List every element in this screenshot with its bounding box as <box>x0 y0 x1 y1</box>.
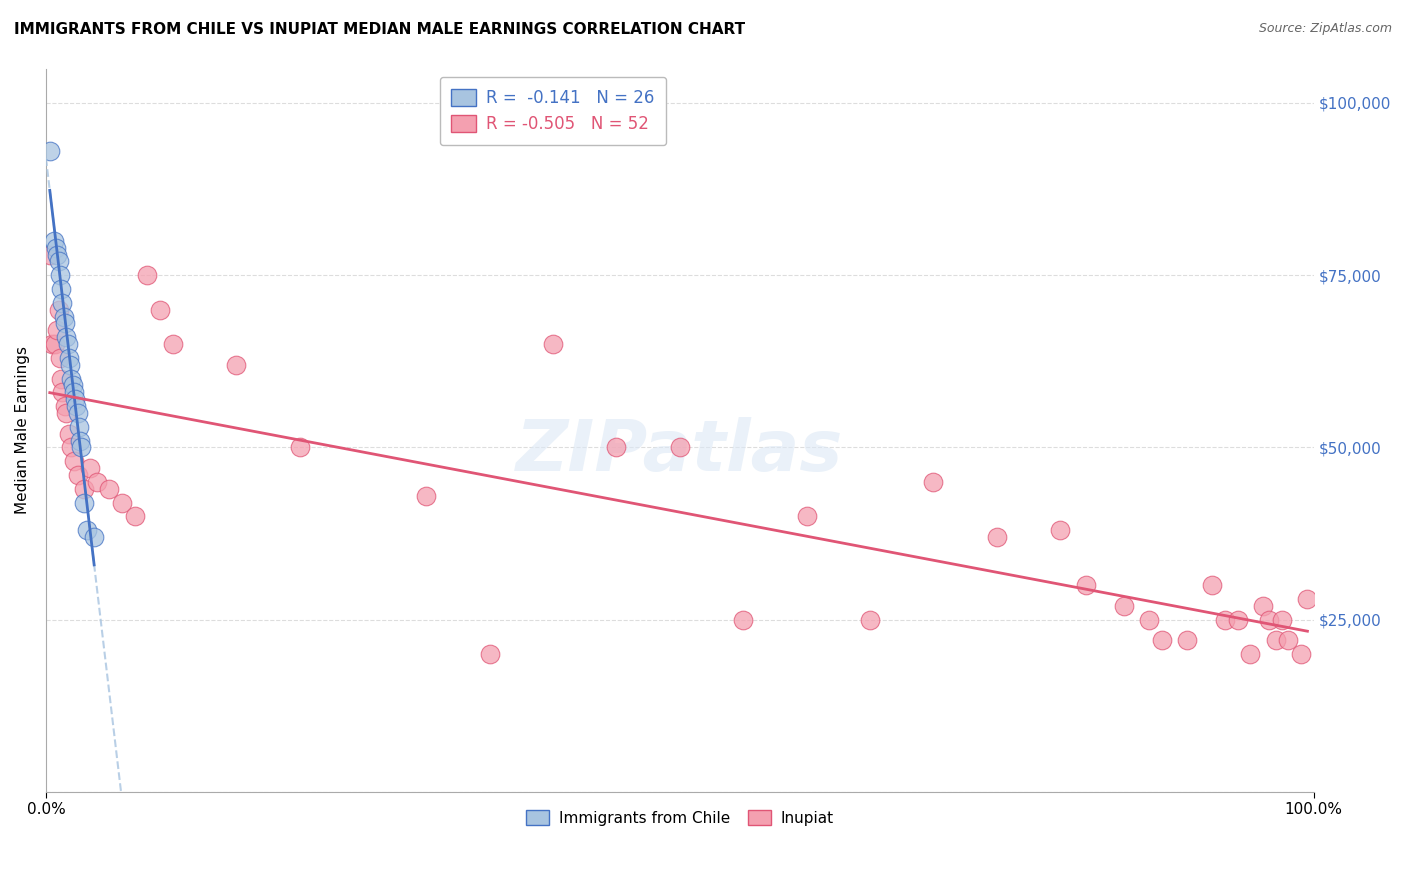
Point <box>1277 633 1299 648</box>
Point <box>55 330 77 344</box>
Point <box>51 371 73 385</box>
Point <box>76 523 98 537</box>
Point <box>66 406 89 420</box>
Point <box>60 441 83 455</box>
Point <box>44 337 66 351</box>
Point <box>38 145 60 159</box>
Point <box>42 234 65 248</box>
Point <box>136 268 159 283</box>
Point <box>48 254 70 268</box>
Point <box>48 302 70 317</box>
Point <box>111 495 134 509</box>
Point <box>63 392 86 407</box>
Point <box>1213 613 1236 627</box>
Point <box>541 337 564 351</box>
Point <box>149 302 172 317</box>
Point <box>415 489 437 503</box>
Point <box>86 475 108 489</box>
Point <box>124 509 146 524</box>
Point <box>51 295 73 310</box>
Point <box>1074 578 1097 592</box>
Point <box>1201 578 1223 592</box>
Point <box>63 385 86 400</box>
Point <box>98 482 121 496</box>
Point <box>1049 523 1071 537</box>
Point <box>1258 613 1281 627</box>
Point <box>51 282 73 296</box>
Point <box>733 613 755 627</box>
Point <box>225 358 247 372</box>
Point <box>51 385 73 400</box>
Point <box>53 399 76 413</box>
Point <box>1296 592 1319 607</box>
Point <box>46 323 69 337</box>
Point <box>1150 633 1173 648</box>
Point <box>41 337 63 351</box>
Point <box>69 434 91 448</box>
Point <box>49 268 72 283</box>
Point <box>162 337 184 351</box>
Text: Source: ZipAtlas.com: Source: ZipAtlas.com <box>1258 22 1392 36</box>
Point <box>922 475 945 489</box>
Point <box>1175 633 1198 648</box>
Point <box>58 426 80 441</box>
Point <box>70 441 93 455</box>
Point <box>55 406 77 420</box>
Point <box>46 247 69 261</box>
Point <box>796 509 818 524</box>
Text: ZIPatlas: ZIPatlas <box>516 417 844 486</box>
Point <box>56 337 79 351</box>
Point <box>1289 647 1312 661</box>
Point <box>49 351 72 365</box>
Point <box>669 441 692 455</box>
Point <box>58 351 80 365</box>
Point <box>1239 647 1261 661</box>
Point <box>63 454 86 468</box>
Point <box>60 371 83 385</box>
Point <box>45 241 67 255</box>
Point <box>65 399 87 413</box>
Point <box>73 495 96 509</box>
Point <box>83 530 105 544</box>
Point <box>1251 599 1274 613</box>
Point <box>73 482 96 496</box>
Point <box>1226 613 1249 627</box>
Point <box>66 468 89 483</box>
Point <box>859 613 882 627</box>
Y-axis label: Median Male Earnings: Median Male Earnings <box>15 346 30 515</box>
Point <box>1264 633 1286 648</box>
Point <box>986 530 1008 544</box>
Point <box>53 317 76 331</box>
Point <box>59 358 82 372</box>
Point <box>67 419 90 434</box>
Point <box>478 647 501 661</box>
Point <box>62 378 84 392</box>
Point <box>1137 613 1160 627</box>
Point <box>79 461 101 475</box>
Text: IMMIGRANTS FROM CHILE VS INUPIAT MEDIAN MALE EARNINGS CORRELATION CHART: IMMIGRANTS FROM CHILE VS INUPIAT MEDIAN … <box>14 22 745 37</box>
Point <box>605 441 627 455</box>
Point <box>1112 599 1135 613</box>
Legend: Immigrants from Chile, Inupiat: Immigrants from Chile, Inupiat <box>517 801 842 835</box>
Point <box>1271 613 1294 627</box>
Point <box>52 310 75 324</box>
Point <box>38 247 60 261</box>
Point <box>288 441 311 455</box>
